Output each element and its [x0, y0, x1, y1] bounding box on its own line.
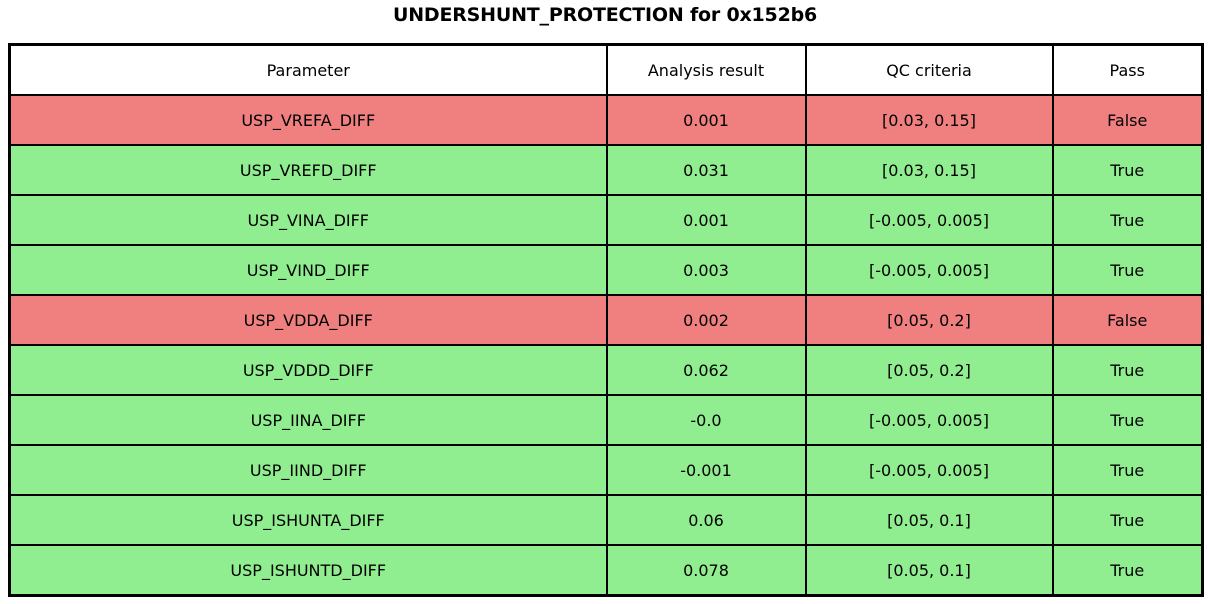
- cell-qc-criteria: [0.03, 0.15]: [804, 144, 1054, 196]
- cell-qc-criteria: [-0.005, 0.005]: [804, 444, 1054, 496]
- cell-pass: True: [1051, 444, 1204, 496]
- cell-qc-criteria: [-0.005, 0.005]: [804, 194, 1054, 246]
- cell-pass: True: [1051, 344, 1204, 396]
- cell-analysis-result: 0.031: [605, 144, 807, 196]
- cell-analysis-result: 0.06: [605, 494, 807, 546]
- table-header: Parameter Analysis result QC criteria Pa…: [8, 43, 1204, 96]
- cell-pass: True: [1051, 194, 1204, 246]
- cell-qc-criteria: [0.05, 0.1]: [804, 494, 1054, 546]
- cell-qc-criteria: [0.05, 0.1]: [804, 544, 1054, 597]
- column-header-qc-criteria: QC criteria: [804, 43, 1054, 96]
- column-header-pass: Pass: [1051, 43, 1204, 96]
- cell-pass: True: [1051, 544, 1204, 597]
- cell-analysis-result: -0.001: [605, 444, 807, 496]
- cell-parameter: USP_VDDA_DIFF: [8, 294, 608, 346]
- cell-parameter: USP_IIND_DIFF: [8, 444, 608, 496]
- table-row: USP_ISHUNTD_DIFF 0.078 [0.05, 0.1] True: [8, 544, 1204, 597]
- column-header-parameter: Parameter: [8, 43, 608, 96]
- table-row: USP_VDDA_DIFF 0.002 [0.05, 0.2] False: [8, 294, 1204, 346]
- cell-analysis-result: -0.0: [605, 394, 807, 446]
- cell-qc-criteria: [0.05, 0.2]: [804, 294, 1054, 346]
- cell-qc-criteria: [0.03, 0.15]: [804, 94, 1054, 146]
- cell-parameter: USP_ISHUNTA_DIFF: [8, 494, 608, 546]
- cell-parameter: USP_VIND_DIFF: [8, 244, 608, 296]
- cell-parameter: USP_VDDD_DIFF: [8, 344, 608, 396]
- table-row: USP_ISHUNTA_DIFF 0.06 [0.05, 0.1] True: [8, 494, 1204, 546]
- page-title: UNDERSHUNT_PROTECTION for 0x152b6: [392, 4, 818, 26]
- cell-parameter: USP_VREFD_DIFF: [8, 144, 608, 196]
- cell-analysis-result: 0.001: [605, 194, 807, 246]
- cell-parameter: USP_ISHUNTD_DIFF: [8, 544, 608, 597]
- cell-analysis-result: 0.002: [605, 294, 807, 346]
- table-row: USP_VREFD_DIFF 0.031 [0.03, 0.15] True: [8, 144, 1204, 196]
- cell-pass: False: [1051, 94, 1204, 146]
- cell-qc-criteria: [0.05, 0.2]: [804, 344, 1054, 396]
- cell-analysis-result: 0.062: [605, 344, 807, 396]
- cell-qc-criteria: [-0.005, 0.005]: [804, 394, 1054, 446]
- qc-results-table: Parameter Analysis result QC criteria Pa…: [8, 43, 1204, 597]
- table-row: USP_VDDD_DIFF 0.062 [0.05, 0.2] True: [8, 344, 1204, 396]
- cell-pass: True: [1051, 144, 1204, 196]
- table-row: USP_VINA_DIFF 0.001 [-0.005, 0.005] True: [8, 194, 1204, 246]
- header-row: Parameter Analysis result QC criteria Pa…: [8, 43, 1204, 96]
- cell-parameter: USP_VINA_DIFF: [8, 194, 608, 246]
- cell-analysis-result: 0.078: [605, 544, 807, 597]
- table-body: USP_VREFA_DIFF 0.001 [0.03, 0.15] False USP_…: [8, 94, 1204, 597]
- cell-pass: False: [1051, 294, 1204, 346]
- column-header-analysis-result: Analysis result: [605, 43, 807, 96]
- cell-analysis-result: 0.001: [605, 94, 807, 146]
- cell-parameter: USP_IINA_DIFF: [8, 394, 608, 446]
- cell-analysis-result: 0.003: [605, 244, 807, 296]
- cell-pass: True: [1051, 394, 1204, 446]
- cell-qc-criteria: [-0.005, 0.005]: [804, 244, 1054, 296]
- cell-pass: True: [1051, 244, 1204, 296]
- cell-pass: True: [1051, 494, 1204, 546]
- table-row: USP_IINA_DIFF -0.0 [-0.005, 0.005] True: [8, 394, 1204, 446]
- table-row: USP_VIND_DIFF 0.003 [-0.005, 0.005] True: [8, 244, 1204, 296]
- cell-parameter: USP_VREFA_DIFF: [8, 94, 608, 146]
- table-row: USP_IIND_DIFF -0.001 [-0.005, 0.005] True: [8, 444, 1204, 496]
- table-row: USP_VREFA_DIFF 0.001 [0.03, 0.15] False: [8, 94, 1204, 146]
